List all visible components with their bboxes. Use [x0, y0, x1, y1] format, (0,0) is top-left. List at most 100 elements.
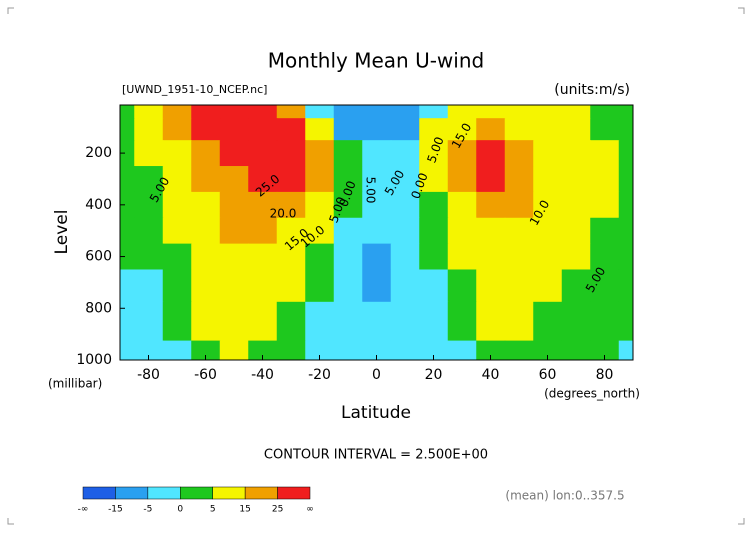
field-cell: [447, 118, 477, 141]
field-cell: [561, 217, 591, 245]
field-cell: [590, 118, 620, 141]
field-cell: [390, 243, 420, 271]
field-cell: [276, 118, 306, 141]
field-cell: [305, 243, 335, 271]
colorbar-label: 25: [272, 505, 283, 515]
field: [120, 105, 633, 360]
field-cell: [419, 243, 449, 271]
field-cell: [476, 166, 506, 193]
field-cell: [333, 191, 363, 219]
field-cell: [134, 140, 164, 167]
colorbar-label: 0: [177, 505, 183, 515]
field-cell: [476, 118, 506, 141]
field-cell: [333, 166, 363, 193]
field-cell: [248, 243, 278, 271]
field-cell: [618, 105, 633, 119]
field-cell: [618, 217, 633, 245]
field-cell: [134, 340, 164, 360]
field-cell: [333, 217, 363, 245]
field-cell: [219, 269, 249, 303]
field-cell: [476, 105, 506, 119]
field-cell: [390, 340, 420, 360]
y-axis-label: Level: [52, 210, 72, 255]
y-tick-label: 400: [85, 197, 112, 213]
field-cell: [248, 191, 278, 219]
field-cell: [120, 166, 135, 193]
field-cell: [561, 243, 591, 271]
field-cell: [533, 269, 563, 303]
colorbar-box: [212, 486, 246, 500]
field-cell: [390, 140, 420, 167]
field-cell: [219, 140, 249, 167]
field-cell: [305, 191, 335, 219]
field-cell: [191, 217, 221, 245]
field-cell: [120, 118, 135, 141]
y-tick-label: 800: [85, 300, 112, 316]
field-cell: [162, 118, 192, 141]
field-cell: [476, 301, 506, 342]
field-cell: [390, 301, 420, 342]
field-cell: [447, 340, 477, 360]
x-tick-label: 40: [482, 367, 500, 383]
y-tick-label: 200: [85, 145, 112, 161]
field-cell: [305, 217, 335, 245]
x-tick-label: -40: [251, 367, 274, 383]
field-cell: [419, 269, 449, 303]
field-cell: [590, 105, 620, 119]
field-cell: [419, 166, 449, 193]
field-cell: [590, 301, 620, 342]
field-cell: [362, 118, 392, 141]
colorbar-box: [277, 486, 311, 500]
field-cell: [504, 340, 534, 360]
field-cell: [504, 105, 534, 119]
field-cell: [248, 269, 278, 303]
field-cell: [276, 243, 306, 271]
y-tick-label: 600: [85, 249, 112, 265]
x-axis-units: (degrees_north): [544, 387, 640, 401]
field-cell: [504, 243, 534, 271]
field-cell: [333, 301, 363, 342]
field-cell: [390, 217, 420, 245]
field-cell: [276, 105, 306, 119]
subtitle-left: [UWND_1951-10_NCEP.nc]: [122, 83, 267, 96]
field-cell: [305, 118, 335, 141]
field-cell: [333, 118, 363, 141]
field-cell: [248, 118, 278, 141]
field-cell: [276, 269, 306, 303]
colorbar-box: [82, 486, 116, 500]
field-cell: [120, 140, 135, 167]
field-cell: [390, 269, 420, 303]
field-cell: [419, 191, 449, 219]
field-cell: [162, 340, 192, 360]
field-cell: [276, 140, 306, 167]
field-cell: [362, 166, 392, 193]
colorbar-label: 15: [239, 505, 250, 515]
field-cell: [333, 269, 363, 303]
field-cell: [120, 105, 135, 119]
field-cell: [134, 166, 164, 193]
field-cell: [504, 118, 534, 141]
field-cell: [191, 166, 221, 193]
x-tick-label: 60: [539, 367, 557, 383]
field-cell: [333, 340, 363, 360]
field-cell: [533, 301, 563, 342]
field-cell: [134, 301, 164, 342]
field-cell: [590, 140, 620, 167]
field-cell: [533, 140, 563, 167]
field-cell: [561, 191, 591, 219]
colorbar-box: [115, 486, 149, 500]
subtitle-right: (units:m/s): [554, 82, 630, 98]
field-cell: [618, 301, 633, 342]
field-cell: [120, 217, 135, 245]
field-cell: [219, 217, 249, 245]
field-cell: [533, 340, 563, 360]
x-tick-label: -60: [194, 367, 217, 383]
field-cell: [120, 340, 135, 360]
field-cell: [447, 269, 477, 303]
field-cell: [162, 217, 192, 245]
field-cell: [191, 269, 221, 303]
field-cell: [162, 105, 192, 119]
field-cell: [590, 217, 620, 245]
field-cell: [476, 243, 506, 271]
field-cell: [134, 243, 164, 271]
